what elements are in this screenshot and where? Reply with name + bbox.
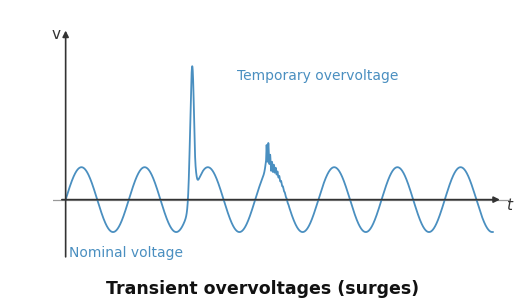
Text: t: t	[506, 198, 512, 213]
Text: Transient overvoltages (surges): Transient overvoltages (surges)	[106, 280, 419, 298]
Text: v: v	[51, 27, 60, 42]
Text: Temporary overvoltage: Temporary overvoltage	[237, 69, 398, 83]
Text: Nominal voltage: Nominal voltage	[69, 246, 183, 260]
